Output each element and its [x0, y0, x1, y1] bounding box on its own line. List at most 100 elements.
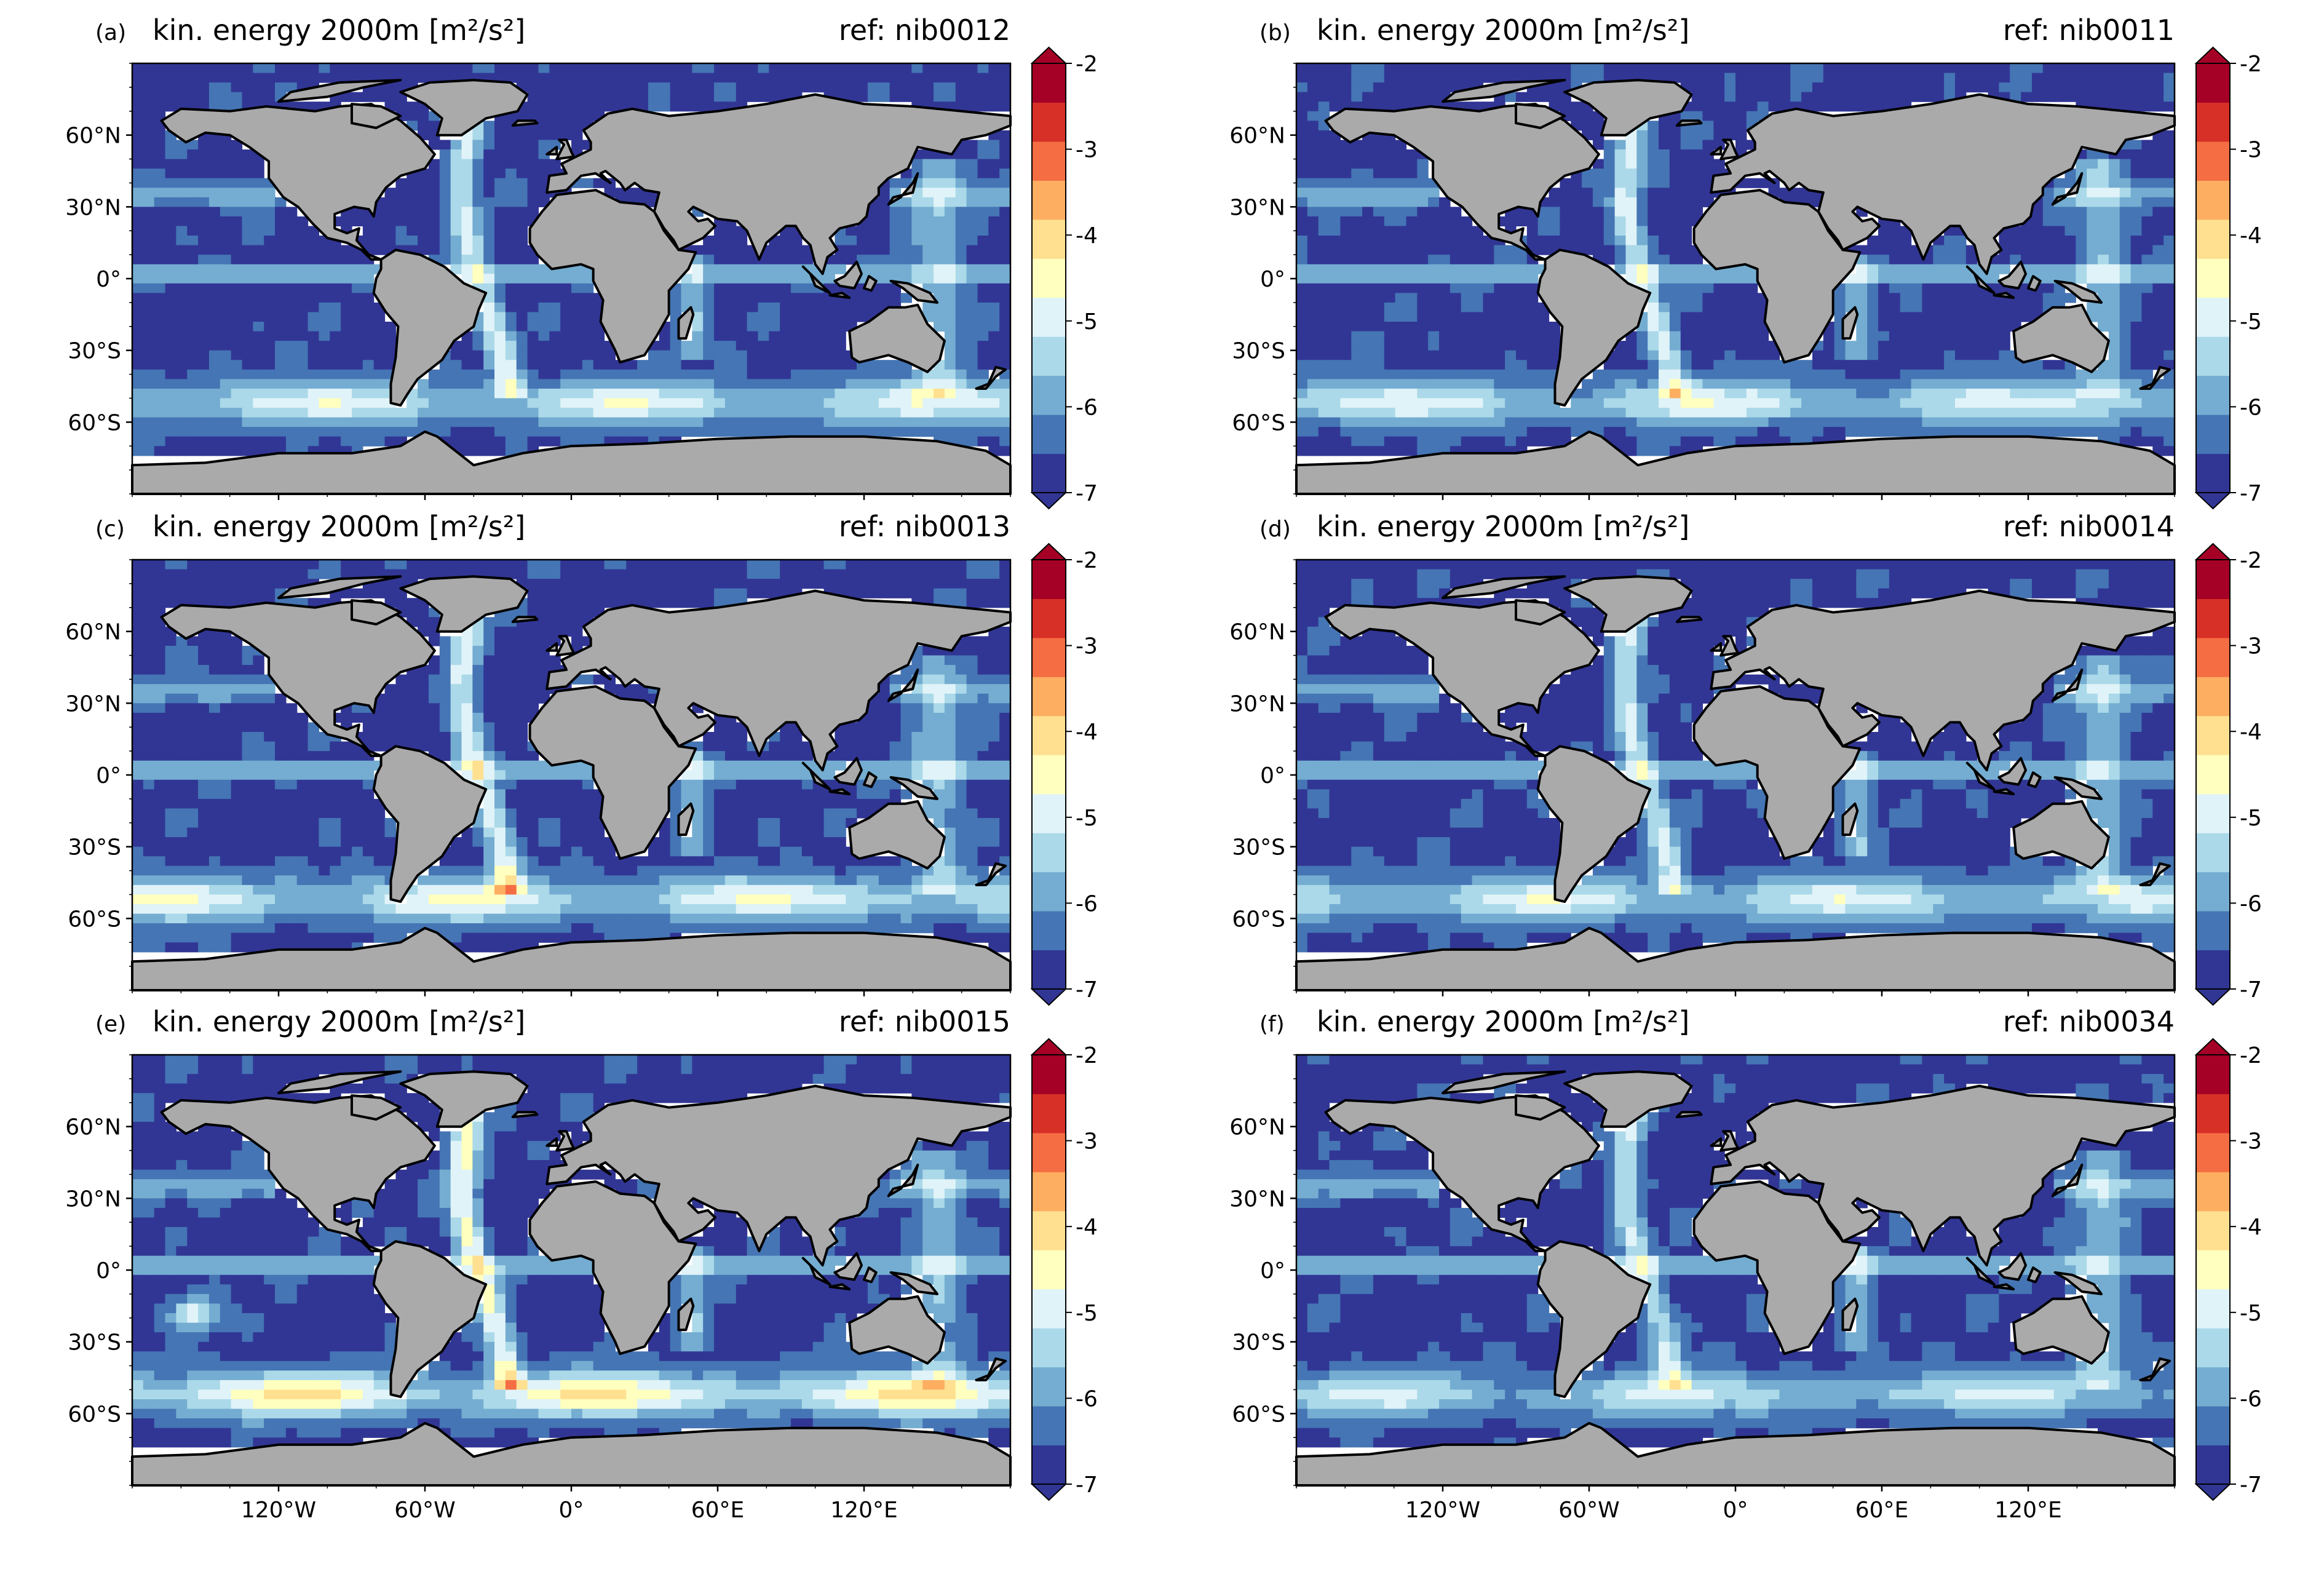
- ke-cell: [330, 341, 341, 351]
- ke-cell: [1746, 350, 1758, 360]
- ke-cell: [1329, 149, 1341, 160]
- ke-cell: [1757, 331, 1769, 341]
- ke-cell: [1592, 379, 1604, 389]
- ke-cell: [692, 369, 704, 379]
- ke-cell: [812, 379, 825, 389]
- ke-cell: [1592, 245, 1604, 255]
- ke-cell: [2021, 82, 2033, 93]
- ke-cell: [1362, 436, 1374, 447]
- ke-cell: [1680, 216, 1692, 227]
- ke-cell: [1625, 264, 1637, 274]
- ke-cell: [747, 312, 759, 322]
- ke-cell: [1571, 63, 1582, 74]
- ke-cell: [1669, 140, 1681, 150]
- ke-cell: [1625, 63, 1637, 74]
- ke-cell: [801, 350, 814, 360]
- ke-cell: [1944, 293, 1956, 303]
- ke-cell: [1724, 121, 1736, 131]
- ke-cell: [1373, 293, 1385, 303]
- ke-cell: [1812, 360, 1824, 370]
- ke-cell: [341, 360, 352, 370]
- ke-cell: [154, 283, 166, 293]
- ke-cell: [472, 236, 484, 246]
- ke-cell: [1680, 255, 1692, 265]
- ke-cell: [1603, 360, 1616, 370]
- ke-cell: [934, 236, 945, 246]
- ke-cell: [143, 427, 155, 437]
- ke-cell: [2163, 379, 2175, 389]
- ke-cell: [1417, 312, 1429, 322]
- ke-cell: [1351, 436, 1363, 447]
- ke-cell: [231, 207, 243, 217]
- ke-cell: [395, 101, 407, 112]
- ke-cell: [714, 274, 726, 284]
- ke-cell: [1999, 341, 2010, 351]
- ke-cell: [187, 408, 199, 418]
- ke-cell: [977, 417, 989, 427]
- ke-cell: [736, 560, 748, 570]
- ke-cell: [1691, 417, 1703, 427]
- ke-cell: [143, 73, 155, 83]
- ke-cell: [362, 388, 375, 399]
- ke-cell: [922, 264, 934, 274]
- ke-cell: [384, 82, 396, 93]
- ke-cell: [878, 293, 890, 303]
- ke-cell: [2098, 379, 2109, 389]
- ke-cell: [724, 350, 737, 360]
- ke-cell: [1669, 322, 1681, 332]
- ke-cell: [242, 408, 253, 418]
- ke-cell: [494, 350, 506, 360]
- ke-cell: [1537, 341, 1550, 351]
- ke-cell: [1516, 312, 1528, 322]
- ke-cell: [724, 274, 737, 284]
- ke-cell: [593, 398, 605, 408]
- ke-cell: [1329, 236, 1341, 246]
- ke-cell: [1713, 82, 1725, 93]
- ke-cell: [878, 560, 890, 570]
- ke-cell: [1373, 436, 1385, 447]
- ke-cell: [1494, 283, 1505, 293]
- ke-cell: [1395, 63, 1407, 74]
- ke-cell: [1812, 417, 1824, 427]
- ke-cell: [571, 427, 583, 437]
- ke-cell: [296, 245, 309, 255]
- ke-cell: [1878, 236, 1890, 246]
- ke-cell: [714, 283, 726, 293]
- ke-cell: [966, 236, 978, 246]
- ke-cell: [1439, 331, 1451, 341]
- ke-cell: [692, 360, 704, 370]
- ke-cell: [1691, 312, 1703, 322]
- ke-cell: [1845, 427, 1857, 437]
- ke-cell: [1537, 408, 1550, 418]
- ke-cell: [1472, 255, 1484, 265]
- ke-cell: [681, 408, 692, 418]
- ke-cell: [1636, 388, 1648, 399]
- ke-cell: [835, 73, 846, 83]
- ke-cell: [1867, 360, 1879, 370]
- ke-cell: [198, 216, 210, 227]
- ke-cell: [911, 264, 923, 274]
- ke-cell: [846, 73, 857, 83]
- ke-cell: [439, 255, 451, 265]
- ke-cell: [1351, 408, 1363, 418]
- ke-cell: [780, 312, 791, 322]
- ke-cell: [538, 283, 550, 293]
- ke-cell: [132, 207, 144, 217]
- ke-cell: [1669, 379, 1681, 389]
- ke-cell: [198, 379, 210, 389]
- ke-cell: [1603, 379, 1616, 389]
- ke-cell: [1472, 302, 1484, 313]
- ke-cell: [988, 436, 1000, 447]
- ke-cell: [780, 408, 791, 418]
- ke-cell: [1878, 360, 1890, 370]
- ke-cell: [538, 360, 550, 370]
- ke-cell: [966, 436, 978, 447]
- ke-cell: [1307, 302, 1319, 313]
- ke-cell: [208, 255, 221, 265]
- ke-cell: [242, 398, 253, 408]
- ke-cell: [418, 417, 429, 427]
- ke-cell: [384, 427, 396, 437]
- ke-cell: [780, 331, 791, 341]
- ke-cell: [582, 312, 594, 322]
- ke-cell: [988, 283, 1000, 293]
